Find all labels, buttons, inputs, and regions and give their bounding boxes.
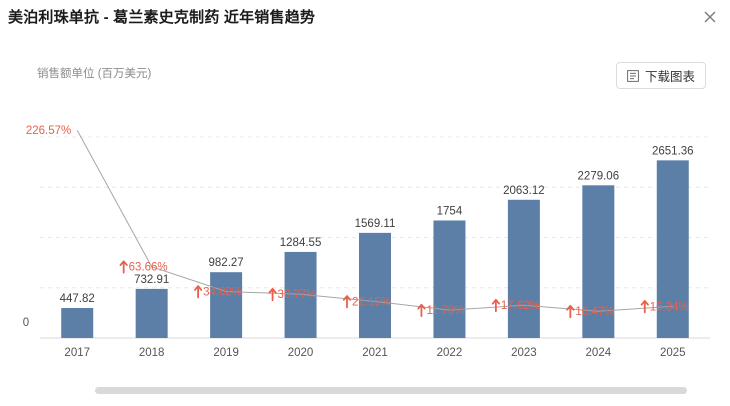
chart-plot-area: 447.82 2017 732.91 2018 982.27 2019 1284.55 202… [0, 112, 730, 360]
svg-text:2063.12: 2063.12 [503, 185, 545, 197]
svg-text:2022: 2022 [437, 347, 463, 359]
download-chart-button[interactable]: 下载图表 [615, 62, 706, 89]
svg-text:10.47%: 10.47% [575, 306, 614, 318]
svg-text:0: 0 [23, 317, 29, 329]
svg-text:982.27: 982.27 [209, 257, 244, 269]
svg-text:1754: 1754 [437, 205, 463, 217]
svg-text:30.77%: 30.77% [278, 289, 317, 301]
bar-line-combo-chart[interactable]: 447.82 2017 732.91 2018 982.27 2019 1284.55 202… [0, 112, 730, 360]
svg-text:1284.55: 1284.55 [280, 237, 322, 249]
close-button[interactable] [699, 6, 721, 28]
svg-text:1569.11: 1569.11 [355, 218, 396, 230]
svg-text:2019: 2019 [213, 347, 239, 359]
svg-text:63.66%: 63.66% [129, 262, 168, 274]
horizontal-scrollbar[interactable] [95, 387, 687, 394]
svg-text:2021: 2021 [362, 347, 388, 359]
svg-text:22.15%: 22.15% [352, 296, 391, 308]
download-chart-label: 下载图表 [644, 70, 695, 84]
svg-text:11.78%: 11.78% [426, 305, 464, 317]
svg-text:2023: 2023 [511, 347, 537, 359]
chart-subtitle: 销售额单位 (百万美元) [37, 68, 152, 80]
svg-text:2024: 2024 [586, 347, 612, 359]
svg-text:2020: 2020 [288, 347, 314, 359]
svg-text:226.57%: 226.57% [26, 125, 71, 137]
svg-text:34.02%: 34.02% [203, 287, 242, 299]
svg-text:2651.36: 2651.36 [652, 145, 694, 157]
svg-text:447.82: 447.82 [60, 293, 95, 305]
svg-text:2025: 2025 [660, 347, 686, 359]
svg-text:17.62%: 17.62% [501, 300, 540, 312]
svg-text:2018: 2018 [139, 347, 165, 359]
close-icon [704, 11, 716, 23]
svg-text:16.34%: 16.34% [650, 301, 689, 313]
svg-text:732.91: 732.91 [134, 274, 169, 286]
svg-text:2279.06: 2279.06 [578, 170, 620, 182]
document-list-icon [627, 69, 639, 82]
page-title: 美泊利珠单抗 - 葛兰素史克制药 近年销售趋势 [8, 9, 316, 26]
svg-text:2017: 2017 [64, 347, 90, 359]
